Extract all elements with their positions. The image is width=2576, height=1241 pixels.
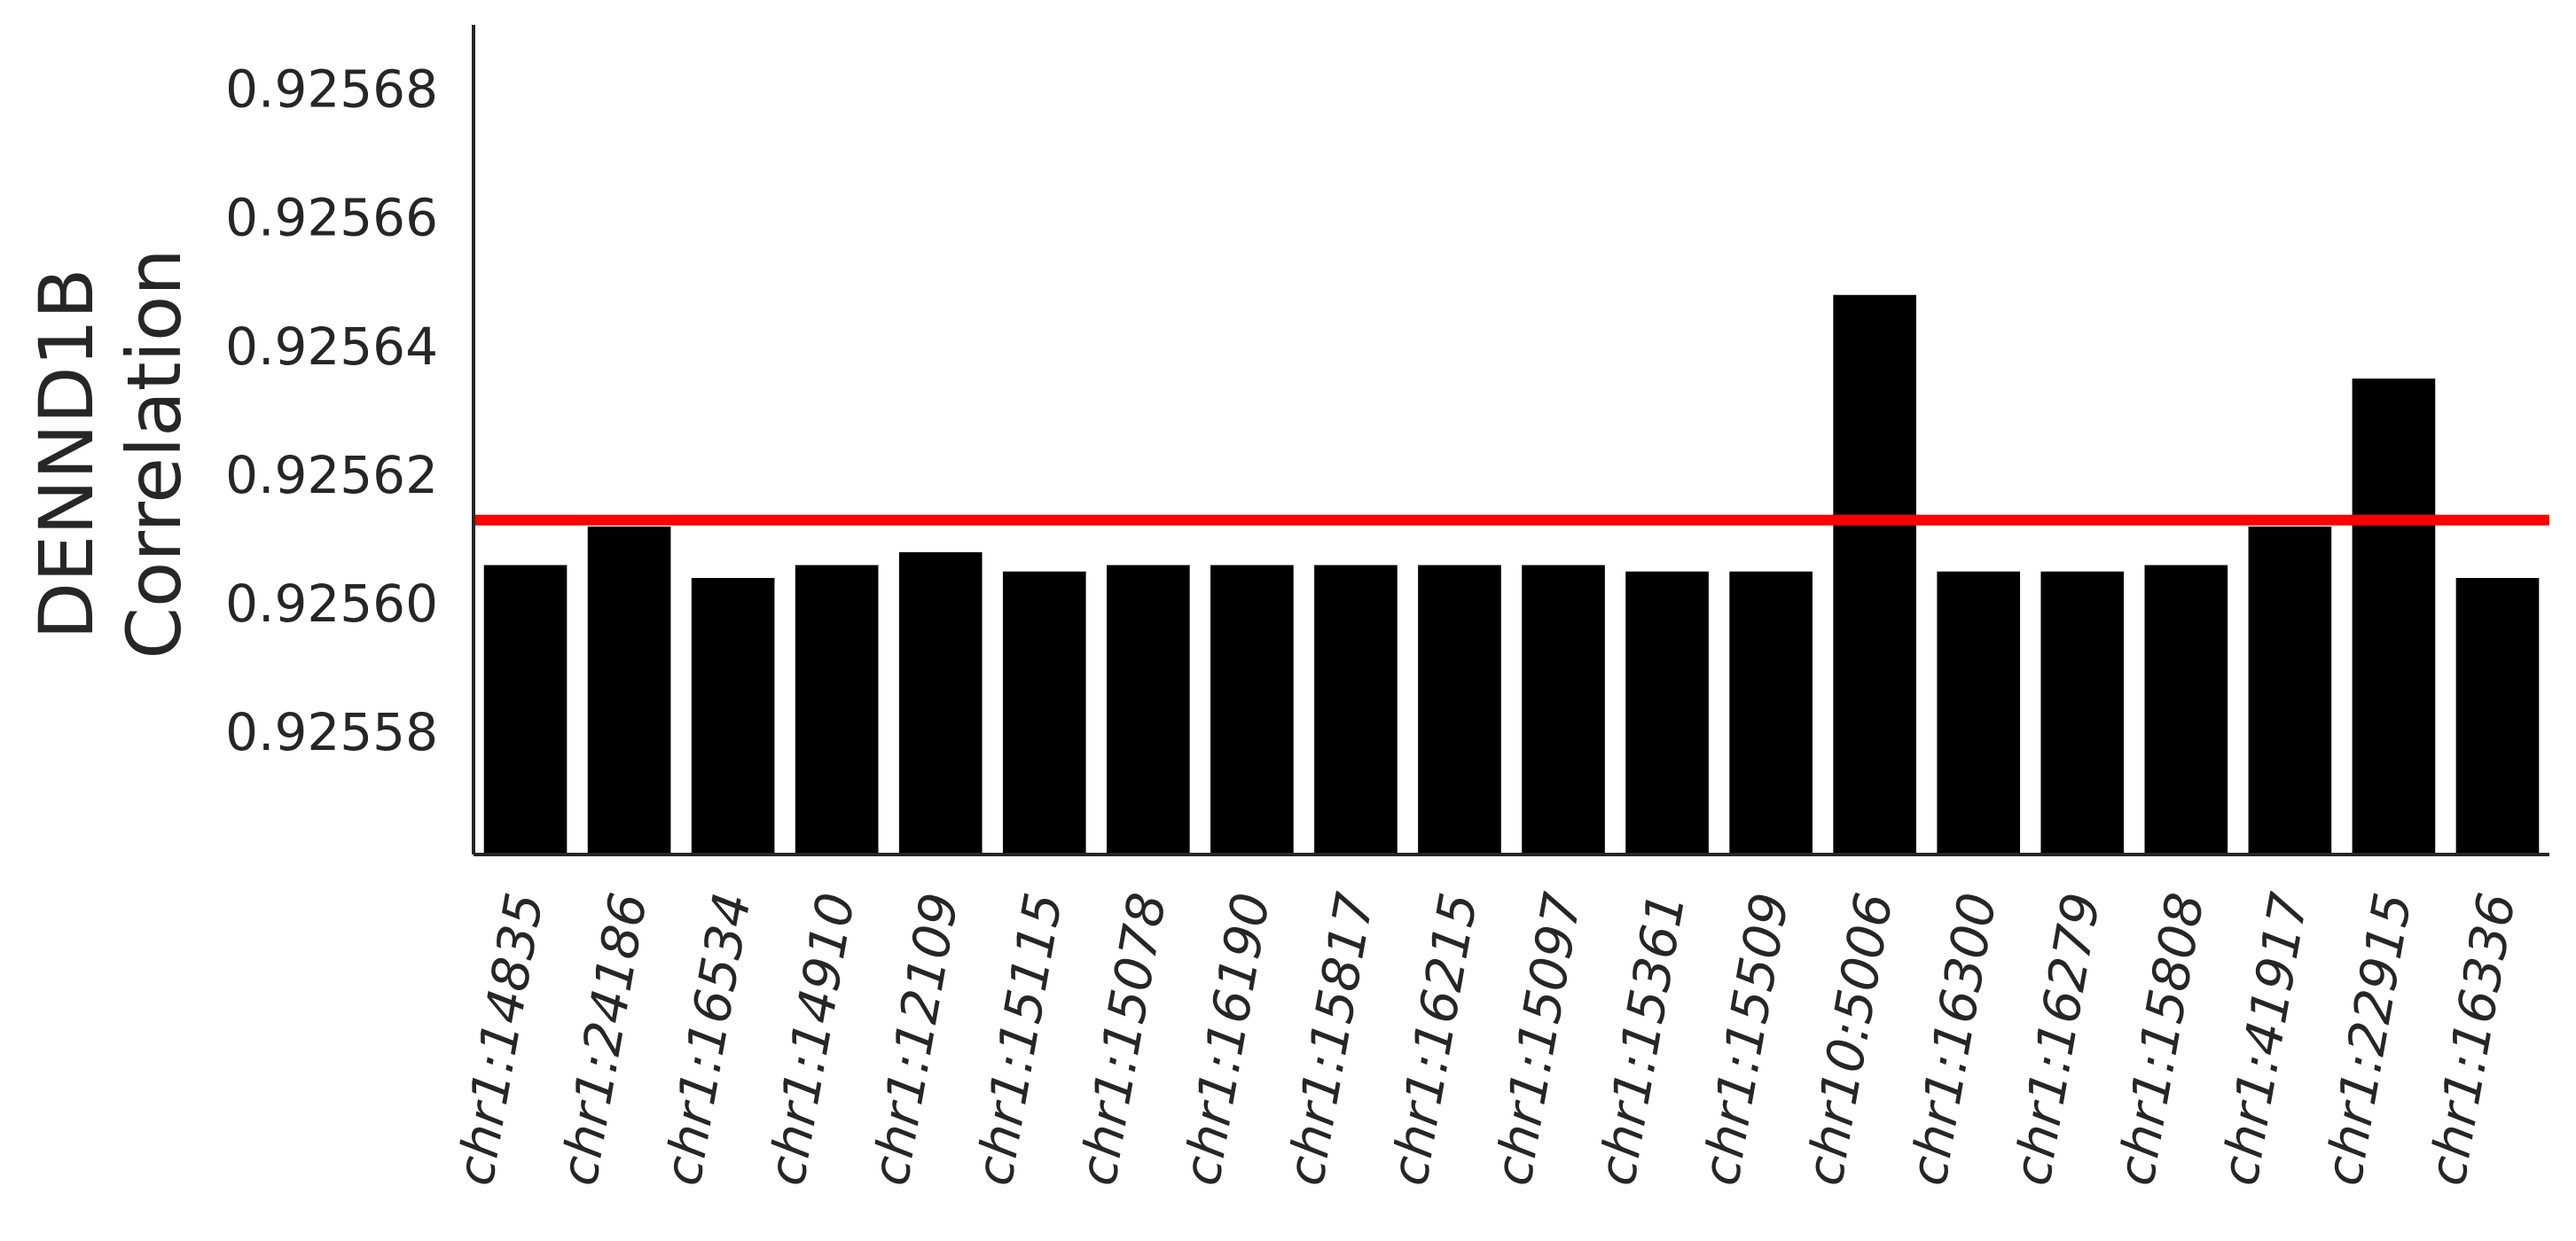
axes (472, 25, 2549, 856)
x-tick-labels: chr1:14835chr1:24186chr1:16534chr1:14910… (444, 888, 2527, 1190)
x-tick-label: chr1:15361 (1586, 888, 1697, 1190)
x-tick-label: chr1:15078 (1067, 888, 1178, 1190)
x-tick-label: chr1:16534 (652, 888, 763, 1190)
x-tick-label: chr1:41917 (2209, 888, 2320, 1190)
x-tick-label: chr1:15817 (1275, 888, 1386, 1190)
y-axis-label-line-2: Correlation (111, 248, 198, 659)
x-tick-label: chr1:15097 (1483, 888, 1593, 1190)
y-tick-label: 0.92568 (225, 59, 438, 120)
bar-chr10:5006 (1833, 294, 1916, 855)
x-tick-label: chr1:15509 (1690, 888, 1801, 1190)
x-tick-label: chr1:12109 (859, 888, 970, 1190)
bar-chr1:16279 (2040, 571, 2125, 855)
bar-chr1:14835 (483, 565, 568, 855)
bar-chr1:22915 (2352, 379, 2436, 855)
bar-chr1:15361 (1625, 571, 1709, 855)
bar-chr1:15808 (2144, 565, 2228, 855)
bar-chr1:16336 (2455, 578, 2540, 855)
x-tick-label: chr1:14835 (444, 888, 555, 1190)
bar-chr1:16215 (1418, 565, 1501, 855)
y-tick-label: 0.92558 (225, 702, 438, 762)
bar-chr1:24186 (587, 526, 671, 855)
y-tick-label: 0.92566 (225, 188, 438, 248)
y-tick-label: 0.92562 (225, 445, 438, 505)
y-axis-label: DENND1B Correlation (23, 248, 198, 659)
bar-chr1:15817 (1314, 565, 1398, 855)
x-tick-label: chr1:16215 (1379, 888, 1490, 1190)
bar-chr1:15509 (1729, 571, 1813, 855)
x-tick-label: chr1:16336 (2416, 888, 2527, 1190)
bars (483, 294, 2540, 855)
x-tick-label: chr1:22915 (2313, 888, 2423, 1190)
y-axis-label-line-1: DENND1B (23, 268, 110, 639)
bar-chr1:15097 (1522, 565, 1605, 855)
y-tick-label: 0.92564 (225, 316, 438, 377)
x-tick-label: chr1:16190 (1171, 888, 1281, 1190)
bar-chr1:12109 (898, 551, 983, 855)
bar-chr1:15078 (1107, 565, 1190, 855)
x-tick-label: chr1:24186 (548, 888, 659, 1190)
x-tick-label: chr10:5006 (1794, 888, 1905, 1190)
bar-chr1:16190 (1210, 565, 1294, 855)
x-tick-label: chr1:15808 (2105, 888, 2216, 1190)
y-tick-label: 0.92560 (225, 574, 438, 634)
x-tick-label: chr1:15115 (963, 888, 1074, 1190)
bar-chr1:16534 (691, 578, 775, 855)
x-tick-label: chr1:16279 (2001, 888, 2112, 1190)
x-tick-label: chr1:16300 (1898, 888, 2008, 1190)
bar-chr1:15115 (1002, 571, 1086, 855)
x-tick-label: chr1:14910 (756, 888, 866, 1190)
bar-chr1:14910 (795, 565, 879, 855)
bar-chr1:16300 (1937, 571, 2021, 855)
y-tick-labels: 0.92558 0.92560 0.92562 0.92564 0.92566 0.925… (225, 59, 438, 763)
bar-chr1:41917 (2248, 526, 2332, 855)
